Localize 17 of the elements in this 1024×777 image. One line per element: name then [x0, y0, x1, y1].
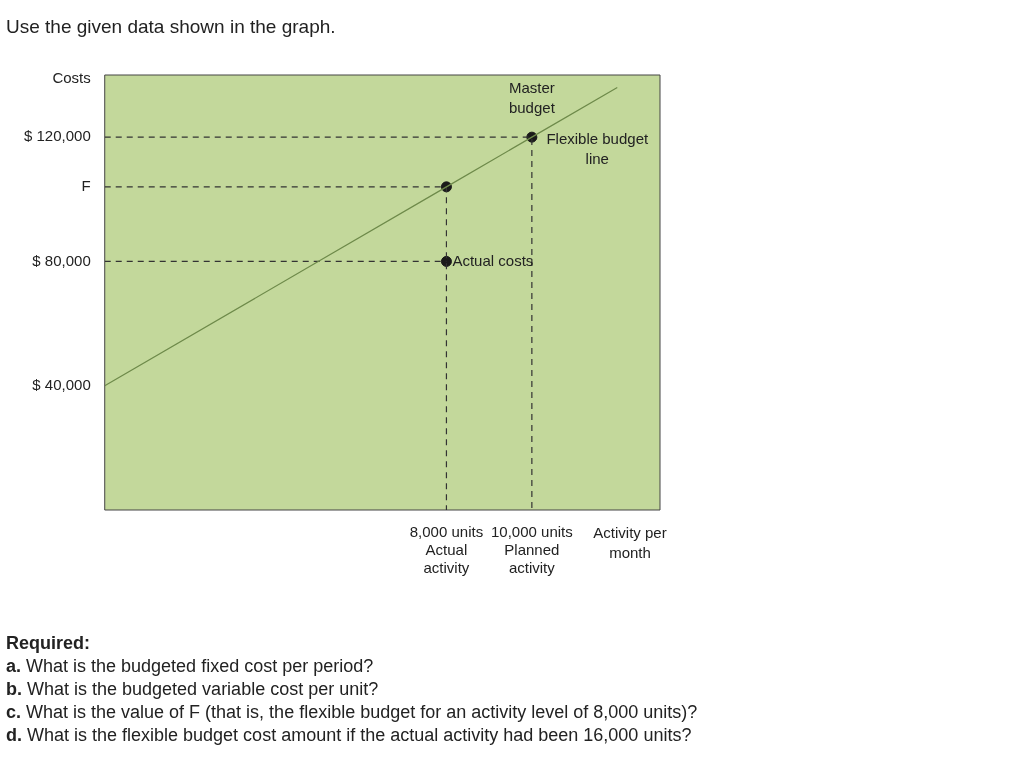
annotation: Master budget — [508, 79, 556, 117]
y-tick-label: F — [81, 177, 91, 194]
y-tick-label: $ 40,000 — [32, 375, 91, 393]
x-axis-title: Activity per month — [593, 523, 667, 561]
annotation: Flexible budget line — [546, 129, 649, 167]
text: c. What is the value of F (that is, the flexible budget for an activity level of 8,000 units)? — [6, 701, 698, 724]
chart-title: Use the given data shown in the graph. — [6, 16, 336, 38]
x-tick-label: 8,000 units Actual activity — [409, 523, 484, 577]
y-tick-label: $ 120,000 — [24, 127, 91, 145]
x-tick-label: 10,000 units Planned activity — [490, 523, 573, 577]
text: a. What is the budgeted fixed cost per period? — [6, 655, 375, 678]
y-tick-label: $ 80,000 — [32, 251, 91, 269]
annotation: Actual costs — [452, 251, 534, 269]
text: b. What is the budgeted variable cost per unit? — [6, 678, 380, 701]
text: Required: — [6, 633, 91, 653]
y-axis-title: Costs — [52, 69, 91, 87]
text: d. What is the flexible budget cost amount if the actual activity had been 16,000 units? — [6, 724, 693, 747]
